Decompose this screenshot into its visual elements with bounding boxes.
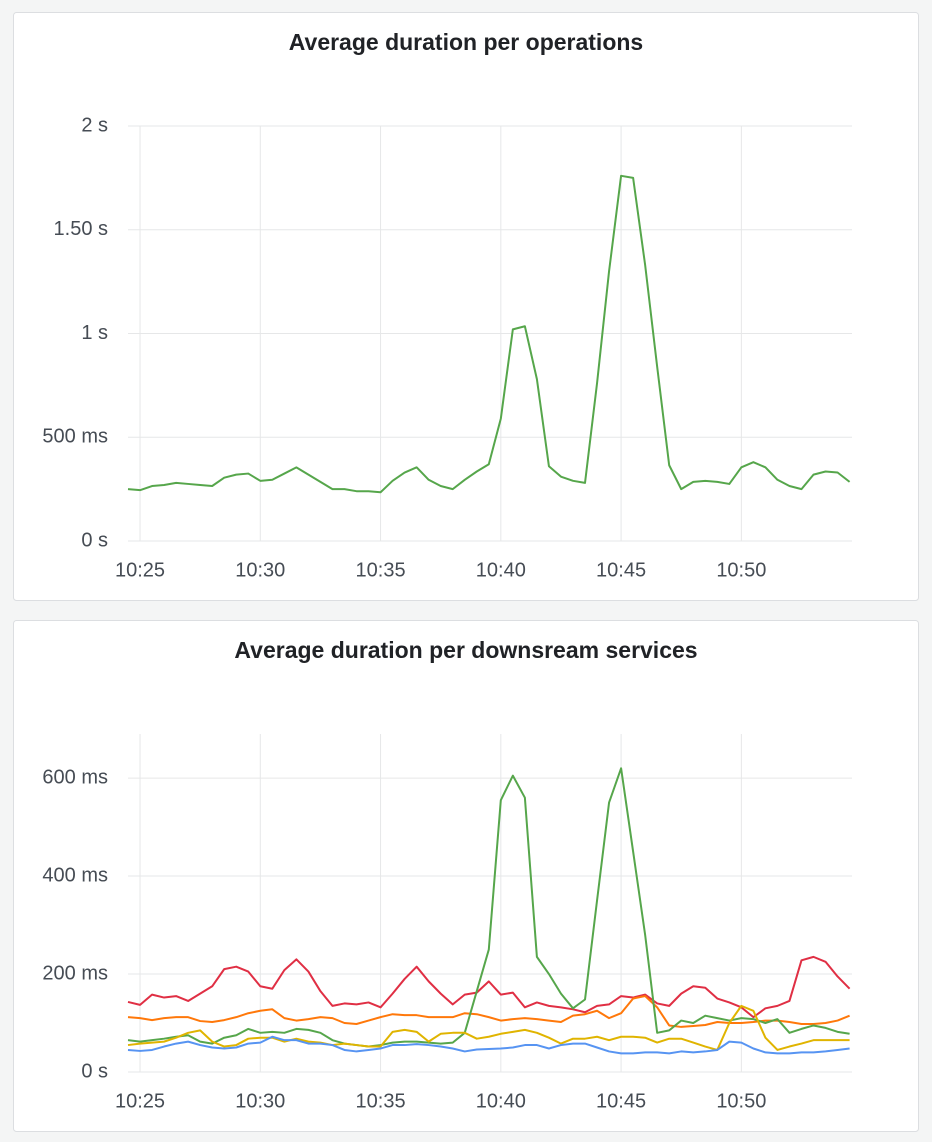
chart-title: Average duration per downsream services: [234, 637, 697, 663]
y-tick-label: 0 s: [81, 529, 108, 551]
chart-title: Average duration per operations: [289, 29, 643, 55]
y-tick-label: 500 ms: [42, 426, 108, 448]
x-tick-label: 10:25: [115, 1090, 165, 1112]
x-tick-label: 10:35: [356, 559, 406, 581]
series-line: [127, 955, 851, 1019]
x-tick-label: 10:50: [716, 559, 766, 581]
x-tick-label: 10:40: [476, 559, 526, 581]
x-tick-label: 10:35: [356, 1090, 406, 1112]
y-tick-label: 600 ms: [42, 766, 108, 788]
series-line: [127, 1035, 850, 1055]
y-tick-label: 0 s: [81, 1060, 108, 1082]
x-tick-label: 10:30: [235, 559, 285, 581]
y-tick-label: 2 s: [81, 114, 108, 136]
x-tick-label: 10:45: [596, 559, 646, 581]
series-line: [127, 174, 851, 494]
y-tick-label: 1 s: [81, 322, 108, 344]
y-tick-label: 200 ms: [42, 962, 108, 984]
x-tick-label: 10:45: [596, 1090, 646, 1112]
x-tick-label: 10:30: [235, 1090, 285, 1112]
y-tick-label: 400 ms: [42, 864, 108, 886]
x-tick-label: 10:50: [716, 1090, 766, 1112]
series-line: [127, 1004, 850, 1051]
x-tick-label: 10:40: [476, 1090, 526, 1112]
y-tick-label: 1.50 s: [54, 218, 108, 240]
x-tick-label: 10:25: [115, 559, 165, 581]
panel: [13, 12, 919, 601]
series-line: [127, 767, 850, 1048]
